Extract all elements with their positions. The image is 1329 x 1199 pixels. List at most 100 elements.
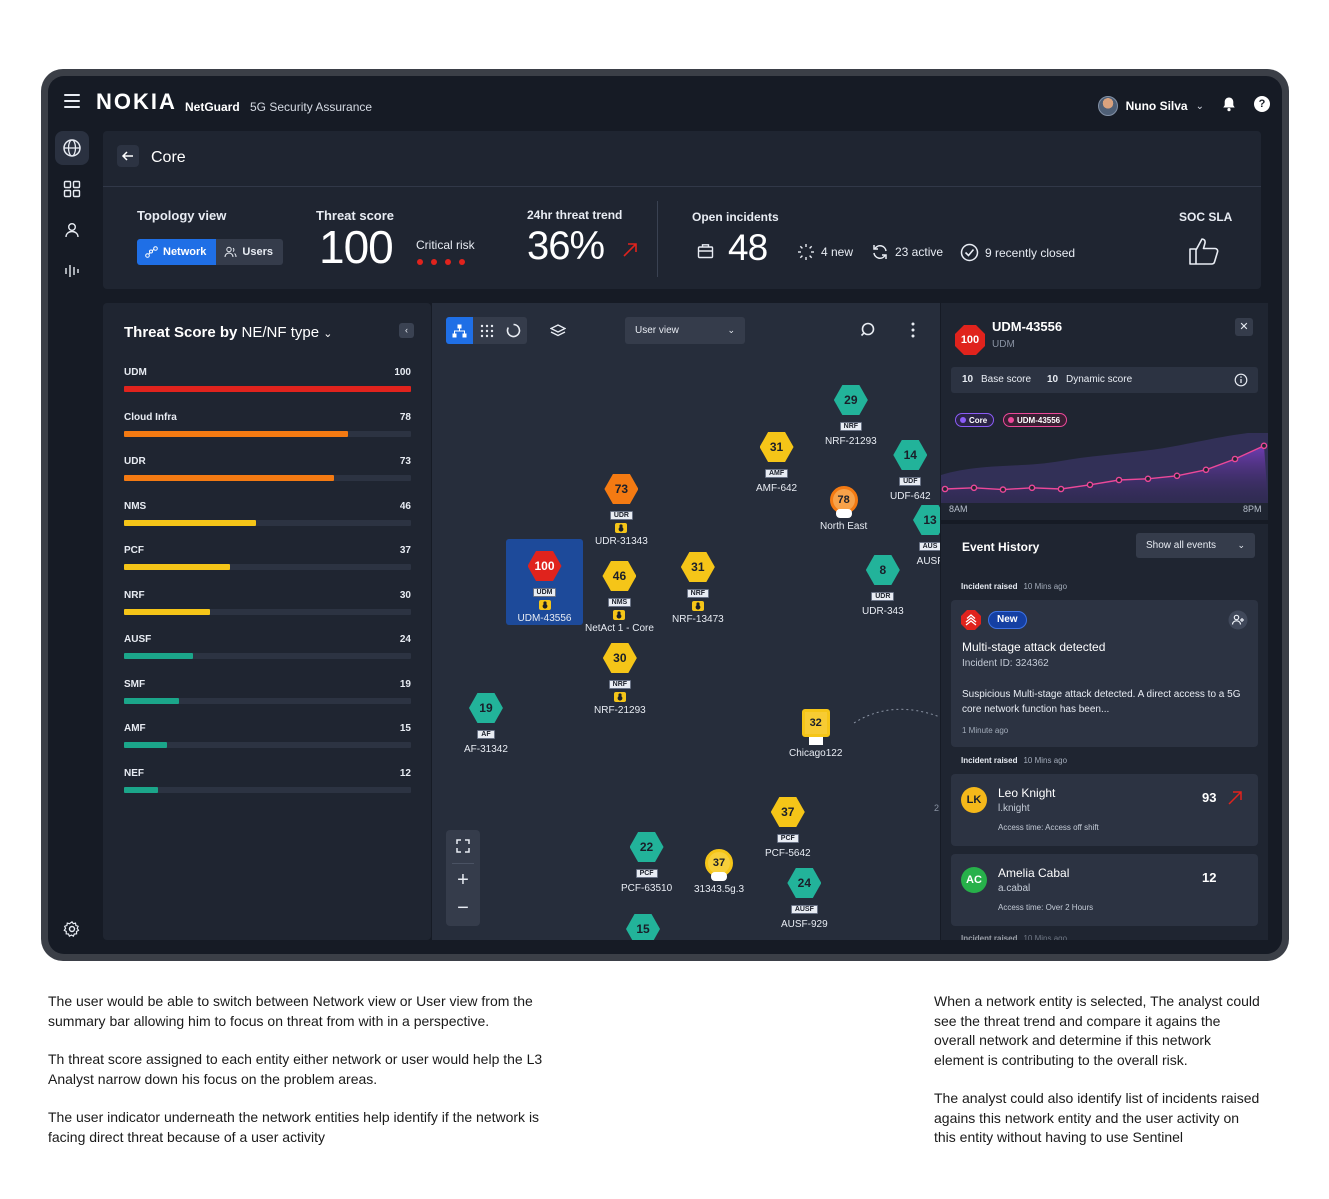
- new-incidents-stat[interactable]: 4 new: [797, 243, 853, 261]
- map-node[interactable]: 24 AUSF AUSF-929: [781, 868, 828, 930]
- info-icon[interactable]: [1234, 373, 1248, 387]
- back-button[interactable]: [117, 145, 139, 167]
- active-incidents-stat[interactable]: 23 active: [871, 243, 943, 261]
- map-node-site[interactable]: 78 North East: [820, 486, 867, 532]
- globe-icon[interactable]: [55, 131, 89, 165]
- threat-bar-row[interactable]: AUSF 24: [124, 634, 411, 674]
- access-time: Access time: Over 2 Hours: [998, 903, 1094, 912]
- user-activity-card[interactable]: AC Amelia Cabal a.cabal Access time: Ove…: [951, 854, 1258, 926]
- node-label: PCF-63510: [621, 883, 673, 894]
- node-score: 29: [833, 385, 868, 415]
- chevron-down-icon: ⌄: [727, 325, 735, 335]
- closed-incidents-stat[interactable]: 9 recently closed: [960, 243, 1075, 262]
- status-badge: New: [988, 611, 1027, 629]
- section-title: Incident raised: [961, 756, 1018, 765]
- legend-chip-entity[interactable]: UDM-43556: [1003, 413, 1068, 427]
- trend-label: 24hr threat trend: [527, 208, 623, 222]
- node-label: UDF-642: [890, 491, 931, 502]
- map-node[interactable]: 13 AUS AUSF: [913, 505, 940, 567]
- node-label: UDR-31343: [595, 536, 648, 547]
- hierarchy-icon[interactable]: [446, 317, 473, 344]
- fit-screen-icon[interactable]: [446, 832, 480, 860]
- trend-value: 36%: [527, 224, 605, 268]
- threat-bar-row[interactable]: Cloud Infra 78: [124, 412, 411, 452]
- legend-chip-core[interactable]: Core: [955, 413, 995, 427]
- threat-bar-row[interactable]: AMF 15: [124, 723, 411, 763]
- divider: [452, 863, 474, 864]
- node-label: AUSF: [916, 556, 940, 567]
- map-node[interactable]: 15: [626, 914, 660, 940]
- node-score: 32: [801, 709, 830, 737]
- incident-description: Suspicious Multi-stage attack detected. …: [962, 689, 1241, 715]
- map-node[interactable]: 31 AMF AMF-642: [756, 432, 797, 494]
- node-score: 15: [626, 914, 660, 940]
- menu-icon[interactable]: [64, 94, 80, 108]
- map-node[interactable]: 29 NRF NRF-21293: [825, 385, 877, 447]
- threat-bar-row[interactable]: UDR 73: [124, 456, 411, 496]
- network-view-label: Network: [163, 246, 207, 258]
- x-axis-start: 8AM: [949, 504, 968, 514]
- grid-dots-icon[interactable]: [473, 317, 500, 344]
- view-select-value: User view: [635, 325, 679, 336]
- dashboard-grid-icon[interactable]: [55, 172, 89, 206]
- bell-icon[interactable]: [1221, 96, 1237, 112]
- map-node[interactable]: 73 UDR UDR-31343: [595, 474, 648, 547]
- group-by-select[interactable]: NE/NF type ⌄: [242, 324, 333, 341]
- threat-bar-row[interactable]: SMF 19: [124, 679, 411, 719]
- threat-bar-row[interactable]: NEF 12: [124, 768, 411, 808]
- activity-wave-icon[interactable]: [55, 254, 89, 288]
- threat-bar-row[interactable]: PCF 37: [124, 545, 411, 585]
- search-icon[interactable]: [860, 321, 878, 339]
- thumbs-up-icon: [1189, 238, 1219, 265]
- user-menu[interactable]: Nuno Silva ⌄: [1097, 96, 1204, 116]
- map-node-selected[interactable]: 100 UDM UDM-43556: [506, 539, 583, 625]
- user-activity-card[interactable]: LK Leo Knight l.knight Access time: Acce…: [951, 774, 1258, 846]
- map-node[interactable]: 31 NRF NRF-13473: [672, 552, 724, 625]
- map-node-site[interactable]: 37 31343.5g.3: [694, 849, 744, 895]
- network-view-button[interactable]: Network: [137, 239, 217, 265]
- threat-bar-row[interactable]: UDM 100: [124, 367, 411, 407]
- node-score: 37: [770, 797, 805, 827]
- entity-type: UDM: [992, 339, 1015, 350]
- more-vertical-icon[interactable]: [904, 321, 922, 339]
- collapse-chevron-left-icon[interactable]: ‹: [399, 323, 414, 338]
- divider: [103, 186, 1261, 187]
- trend-point: [1260, 442, 1268, 450]
- map-node[interactable]: 30 NRF NRF-21293: [594, 643, 646, 716]
- dynamic-score-label: Dynamic score: [1066, 374, 1133, 385]
- user-name: Leo Knight: [998, 786, 1056, 800]
- map-node[interactable]: 14 UDF UDF-642: [890, 440, 931, 502]
- topology-map[interactable]: User view ⌄ 29 NRF NRF-21293 31 AMF AMF-…: [432, 303, 940, 940]
- map-node[interactable]: 46 NMS NetAct 1 - Core: [585, 561, 654, 634]
- section-time: 10 Mins ago: [1023, 582, 1068, 591]
- settings-gear-icon[interactable]: [55, 912, 89, 946]
- map-node[interactable]: 19 AF AF-31342: [464, 693, 508, 755]
- node-type: AMF: [764, 469, 789, 478]
- map-node[interactable]: 22 PCF PCF-63510: [621, 832, 672, 894]
- threat-bar-row[interactable]: NMS 46: [124, 501, 411, 541]
- trend-point: [1231, 455, 1239, 463]
- view-select[interactable]: User view ⌄: [625, 317, 745, 344]
- section-time: 10 Mins ago: [1023, 756, 1068, 765]
- threat-bar-row[interactable]: NRF 30: [124, 590, 411, 630]
- person-icon[interactable]: [55, 213, 89, 247]
- assign-user-icon[interactable]: [1228, 610, 1248, 630]
- map-node[interactable]: 37 PCF PCF-5642: [765, 797, 811, 859]
- trend-point: [1086, 481, 1094, 489]
- radial-layout-icon[interactable]: [500, 317, 527, 344]
- bar-track: [124, 608, 411, 615]
- incident-card[interactable]: New Multi-stage attack detected Incident…: [951, 600, 1258, 747]
- zoom-out-minus-icon[interactable]: −: [457, 896, 469, 919]
- soc-sla-label: SOC SLA: [1179, 210, 1233, 224]
- users-view-button[interactable]: Users: [216, 239, 283, 265]
- close-icon[interactable]: ✕: [1235, 318, 1253, 336]
- node-label: AF-31342: [464, 744, 508, 755]
- app-screen: NOKIA NetGuard 5G Security Assurance Nun…: [48, 76, 1282, 954]
- base-score-label: Base score: [981, 374, 1032, 385]
- layers-icon[interactable]: [544, 317, 571, 344]
- zoom-in-plus-icon[interactable]: +: [457, 868, 469, 891]
- map-node-site[interactable]: 32 Chicago122: [789, 709, 842, 759]
- event-filter-select[interactable]: Show all events ⌄: [1136, 533, 1255, 558]
- map-node[interactable]: 8 UDR UDR-343: [862, 555, 904, 617]
- help-icon[interactable]: ?: [1254, 96, 1270, 112]
